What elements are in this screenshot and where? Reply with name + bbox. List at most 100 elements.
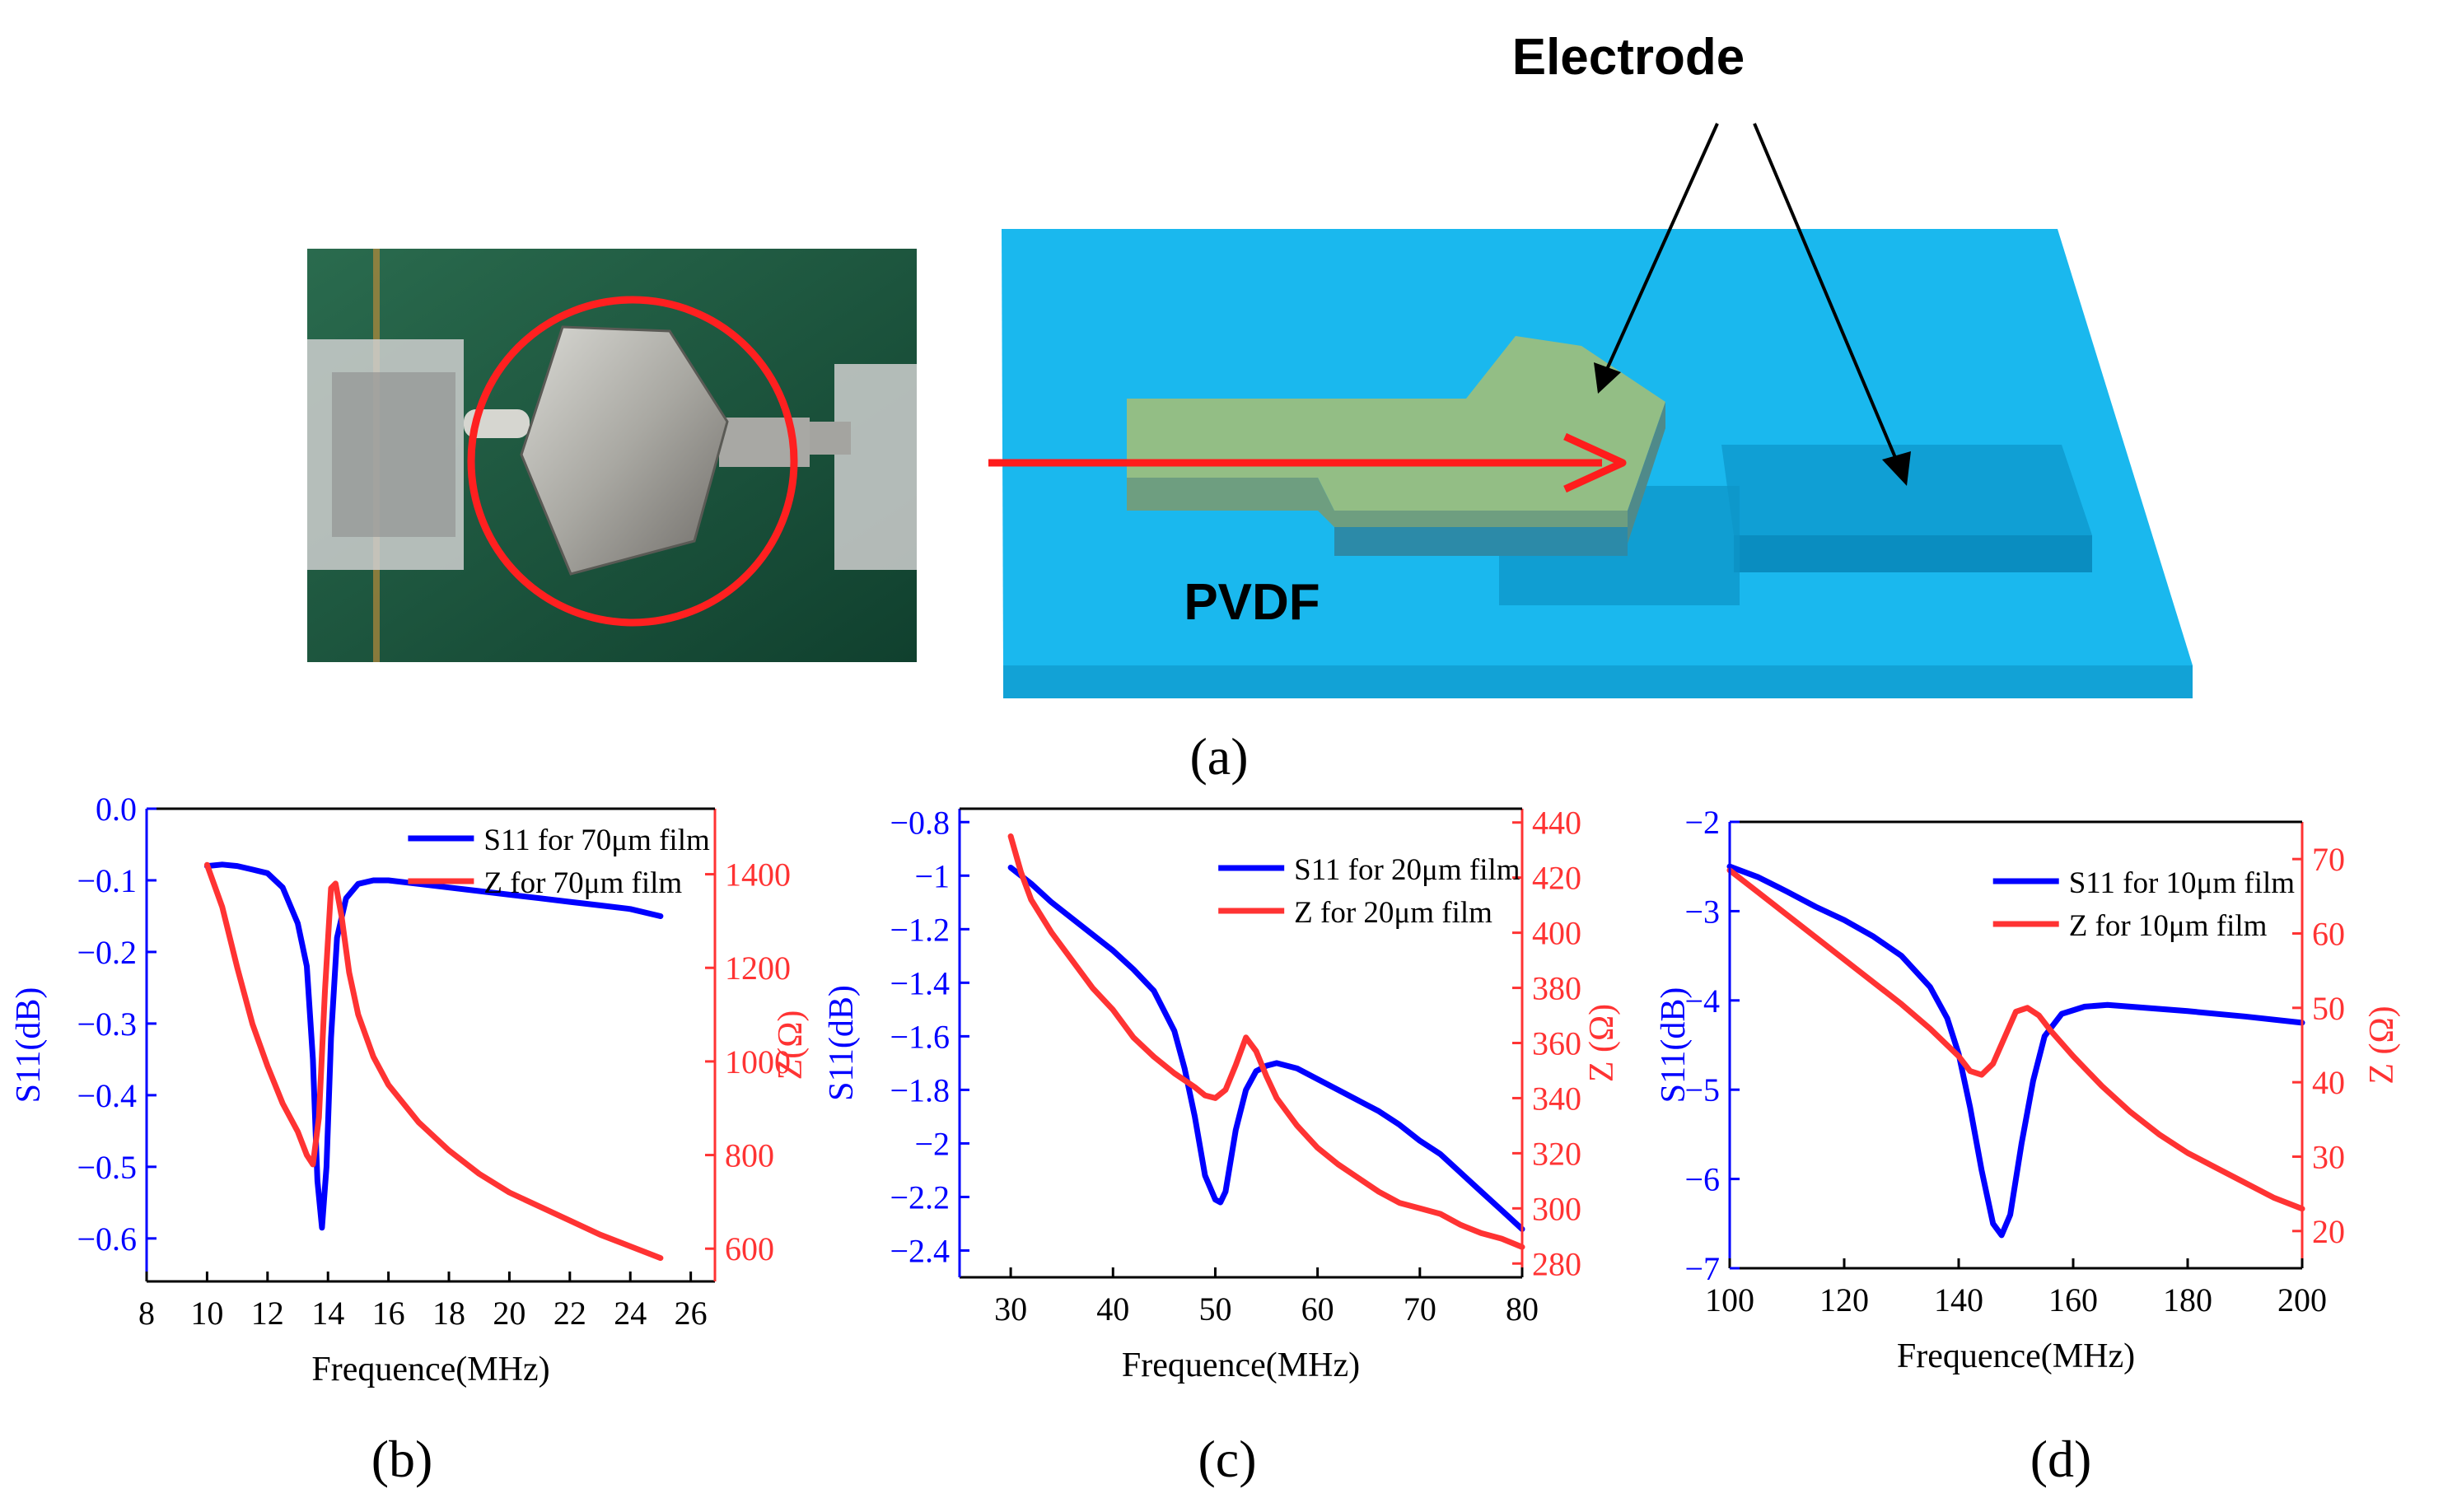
y-tick-label-right: 1000 — [725, 1043, 791, 1080]
y-axis-label-left: S11(dB) — [10, 987, 48, 1104]
x-tick-label: 16 — [372, 1295, 405, 1332]
y-axis-label-right: Z (Ω) — [2363, 1006, 2401, 1084]
y-tick-label-left: −1.8 — [890, 1071, 950, 1108]
device-photo — [307, 249, 917, 662]
y-tick-label-right: 380 — [1532, 970, 1581, 1007]
x-tick-label: 24 — [614, 1295, 647, 1332]
y-tick-label-right: 360 — [1532, 1025, 1581, 1062]
y-axis-label-left: S11(dB) — [823, 985, 861, 1101]
series-line-s11 — [1726, 863, 2305, 1239]
y-tick-label-left: −0.2 — [77, 934, 137, 971]
x-tick-label: 12 — [251, 1295, 284, 1332]
y-tick-label-right: 800 — [725, 1137, 774, 1174]
y-tick-label-right: 20 — [2312, 1213, 2345, 1250]
y-tick-label-right: 340 — [1532, 1080, 1581, 1117]
x-axis-label: Frequence(MHz) — [311, 1351, 549, 1388]
device-photo-image — [307, 249, 917, 662]
series-line-z — [203, 861, 664, 1262]
legend-label: Z for 10μm film — [2069, 909, 2268, 943]
y-tick-label-left: −0.8 — [890, 804, 950, 841]
top-electrode — [1127, 336, 1665, 511]
y-tick-label-right: 440 — [1532, 805, 1581, 842]
x-tick-label: 200 — [2277, 1281, 2327, 1318]
y-tick-label-left: −0.3 — [77, 1006, 137, 1043]
y-tick-label-left: −2.4 — [890, 1232, 950, 1269]
x-axis-label: Frequence(MHz) — [1122, 1346, 1360, 1384]
chart-c: 30 40 50 60 70 80 −0.8 −1 −1.2 −1.4 −1.6 −1.8 −2 −2.2… — [823, 804, 1621, 1384]
x-tick-label: 80 — [1506, 1290, 1539, 1328]
y-tick-label-right: 320 — [1532, 1135, 1581, 1172]
x-axis-label: Frequence(MHz) — [1897, 1337, 2135, 1375]
y-tick-label-left: −2 — [1684, 804, 1720, 841]
caption-d: (d) — [2030, 1430, 2092, 1488]
x-tick-label: 70 — [1404, 1290, 1436, 1328]
electrode-label: Electrode — [1512, 29, 1745, 86]
x-tick-label: 30 — [994, 1290, 1027, 1328]
x-tick-label: 14 — [311, 1295, 344, 1332]
x-tick-label: 8 — [138, 1295, 155, 1332]
x-tick-label: 60 — [1301, 1290, 1334, 1328]
y-axis-label-right: Z (Ω) — [1583, 1004, 1621, 1082]
y-tick-label-right: 280 — [1532, 1245, 1581, 1282]
y-tick-label-left: −4 — [1684, 982, 1720, 1020]
y-tick-label-left: −0.6 — [77, 1220, 137, 1258]
x-tick-label: 26 — [675, 1295, 708, 1332]
y-tick-label-right: 30 — [2312, 1139, 2345, 1176]
y-axis-label-right: Z(Ω) — [772, 1010, 810, 1080]
series-line-z — [1726, 867, 2305, 1212]
x-tick-label: 120 — [1819, 1281, 1869, 1318]
caption-b: (b) — [371, 1430, 433, 1488]
caption-a: (a) — [1189, 727, 1249, 786]
chart-b: 8 10 12 14 16 18 20 22 24 26 0.0 −0.1 −0.2 −0.3 −0.4 −0… — [10, 791, 810, 1388]
x-tick-label: 20 — [493, 1295, 525, 1332]
legend-label: S11 for 20μm film — [1294, 853, 1520, 887]
y-tick-label-left: −1 — [914, 857, 950, 894]
y-tick-label-left: −1.4 — [890, 964, 950, 1001]
x-tick-label: 40 — [1096, 1290, 1129, 1328]
series-line-s11 — [1007, 865, 1525, 1232]
y-tick-label-right: 1200 — [725, 950, 791, 987]
y-tick-label-left: 0.0 — [96, 791, 137, 828]
y-tick-label-right: 300 — [1532, 1190, 1581, 1227]
chart-d: 100 120 140 160 180 200 −2 −3 −4 −5 −6 −7 20 30 40 50 60… — [1655, 804, 2401, 1375]
series-line-s11 — [203, 861, 664, 1231]
legend-label: S11 for 10μm film — [2069, 866, 2296, 900]
y-tick-label-left: −1.6 — [890, 1018, 950, 1055]
schematic-drawing: Electrode PVDF — [988, 29, 2193, 698]
y-tick-label-right: 600 — [725, 1230, 774, 1267]
y-tick-label-right: 40 — [2312, 1064, 2345, 1101]
x-tick-label: 10 — [190, 1295, 223, 1332]
y-axis-label-left: S11(dB) — [1655, 987, 1693, 1104]
y-tick-label-right: 60 — [2312, 916, 2345, 953]
y-tick-label-left: −3 — [1684, 893, 1720, 930]
legend-label: S11 for 70μm film — [483, 824, 710, 857]
y-tick-label-left: −1.2 — [890, 911, 950, 948]
x-tick-label: 100 — [1705, 1281, 1754, 1318]
y-tick-label-left: −0.1 — [77, 862, 137, 899]
x-tick-label: 50 — [1198, 1290, 1231, 1328]
x-tick-label: 180 — [2163, 1281, 2212, 1318]
legend-label: Z for 20μm film — [1294, 896, 1492, 930]
x-tick-label: 140 — [1934, 1281, 1983, 1318]
x-tick-label: 18 — [432, 1295, 465, 1332]
caption-c: (c) — [1198, 1430, 1257, 1488]
y-tick-label-left: −7 — [1684, 1250, 1720, 1287]
y-tick-label-left: −0.5 — [77, 1149, 137, 1186]
y-tick-label-right: 50 — [2312, 990, 2345, 1027]
y-tick-label-left: −5 — [1684, 1071, 1720, 1108]
pvdf-label: PVDF — [1184, 574, 1320, 631]
legend-label: Z for 70μm film — [483, 866, 682, 900]
y-tick-label-right: 400 — [1532, 915, 1581, 952]
x-tick-label: 22 — [554, 1295, 586, 1332]
pvdf-front-face — [1003, 665, 2193, 698]
y-tick-label-left: −6 — [1684, 1161, 1720, 1198]
y-tick-label-left: −2 — [914, 1125, 950, 1162]
electrode-schematic: Electrode PVDF — [988, 0, 2224, 716]
y-tick-label-left: −2.2 — [890, 1178, 950, 1216]
series-line-z — [1007, 833, 1525, 1250]
x-tick-label: 160 — [2048, 1281, 2098, 1318]
y-tick-label-right: 420 — [1532, 860, 1581, 897]
y-tick-label-right: 1400 — [725, 856, 791, 894]
y-tick-label-right: 70 — [2312, 841, 2345, 878]
